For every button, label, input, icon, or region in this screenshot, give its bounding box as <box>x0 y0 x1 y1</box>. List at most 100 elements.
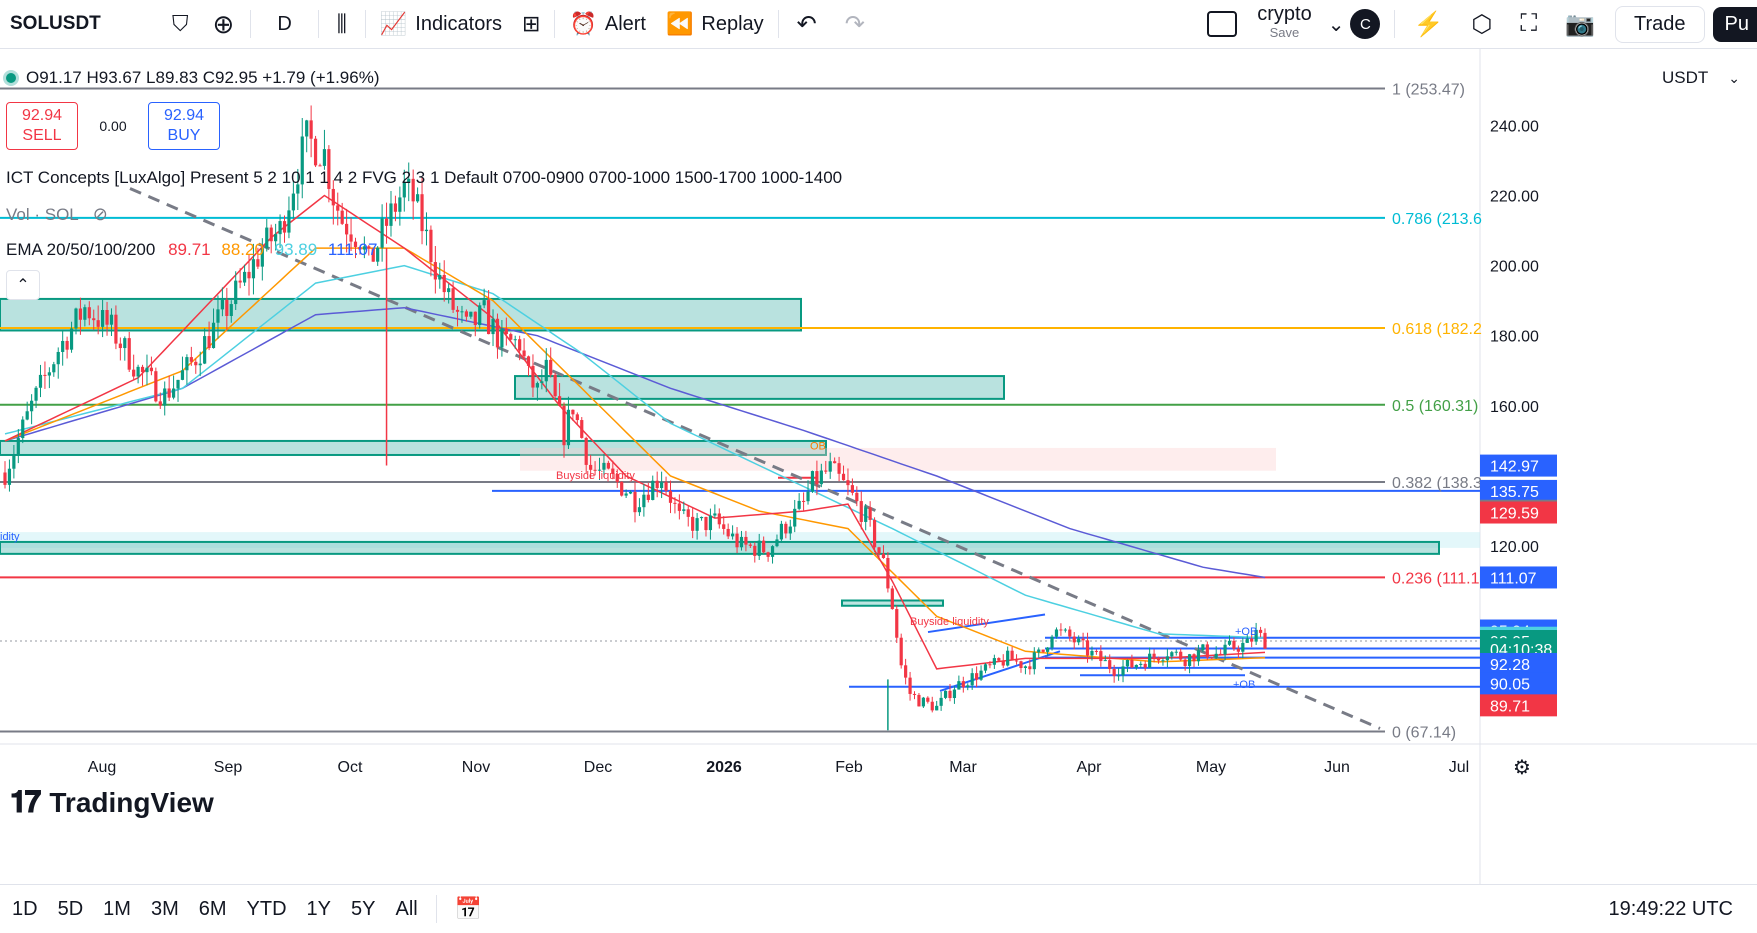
add-symbol-icon[interactable]: ⊕ <box>212 8 235 39</box>
candle <box>189 346 193 366</box>
ema-legend[interactable]: EMA 20/50/100/200 89.71 88.20 93.89 111.… <box>6 240 377 260</box>
axis-settings-icon[interactable]: ⚙ <box>1513 755 1531 779</box>
candle <box>677 494 681 520</box>
candle-body <box>961 681 965 688</box>
candle <box>660 471 664 499</box>
candle <box>1099 645 1103 667</box>
range-button-5y[interactable]: 5Y <box>351 897 376 920</box>
candle-body <box>291 193 295 211</box>
trade-button[interactable]: Trade <box>1615 5 1705 43</box>
candle <box>149 356 154 376</box>
candle-body <box>1174 651 1178 653</box>
sell-button[interactable]: 92.94 SELL <box>6 102 78 150</box>
fullscreen-icon[interactable]: ⛶ <box>1520 10 1538 37</box>
ema-title: EMA 20/50/100/200 <box>6 240 156 259</box>
range-button-1m[interactable]: 1M <box>103 897 131 920</box>
candle <box>975 666 979 688</box>
candle <box>1174 649 1178 656</box>
redo-icon[interactable]: ↷ <box>844 10 865 38</box>
publish-button[interactable]: Pu <box>1712 6 1757 42</box>
candle <box>216 295 220 339</box>
candle-body <box>526 356 531 366</box>
range-button-all[interactable]: All <box>395 897 418 920</box>
candle <box>384 202 389 244</box>
candle <box>957 675 961 690</box>
candle <box>345 208 349 253</box>
buy-button[interactable]: 92.94 BUY <box>148 102 220 150</box>
utc-clock[interactable]: 19:49:22 UTC <box>1608 898 1733 920</box>
interval-button[interactable]: D <box>277 12 292 35</box>
candle-body <box>1054 629 1059 637</box>
price-tag-label: 90.05 <box>1490 677 1530 694</box>
price-tag-bg <box>1480 501 1557 524</box>
candle-body <box>1134 664 1138 668</box>
candle-body <box>345 223 349 235</box>
collapse-legend-button[interactable]: ⌃ <box>6 270 40 300</box>
chevron-down-icon[interactable]: ⌄ <box>1327 13 1345 36</box>
ob-zone-1 <box>0 297 802 332</box>
market-status-icon <box>6 73 16 83</box>
volume-legend[interactable]: Vol · SOL ⊘ <box>6 204 108 225</box>
undo-icon[interactable]: ↶ <box>796 10 817 38</box>
candle-body <box>597 469 602 471</box>
quick-search-icon[interactable]: ⚡ <box>1413 10 1444 38</box>
candle-body <box>194 361 198 366</box>
candle <box>806 480 810 505</box>
candle <box>185 354 189 385</box>
candle-body <box>198 363 202 366</box>
candle <box>482 288 486 309</box>
candle <box>1156 656 1161 664</box>
candle <box>114 305 118 350</box>
indicators-button[interactable]: 📈 Indicators <box>370 4 512 44</box>
range-button-6m[interactable]: 6M <box>198 897 227 920</box>
calendar-icon[interactable]: 📅 <box>454 896 483 921</box>
layout-name-button[interactable]: crypto Save <box>1247 4 1321 44</box>
candle <box>1010 646 1014 661</box>
candle <box>824 460 828 474</box>
range-button-1y[interactable]: 1Y <box>306 897 332 920</box>
range-button-5d[interactable]: 5D <box>57 897 84 920</box>
candle-body <box>376 247 380 262</box>
candle <box>948 684 952 702</box>
range-button-ytd[interactable]: YTD <box>246 897 287 920</box>
camera-icon[interactable]: 📷 <box>1565 10 1596 38</box>
currency-selector[interactable]: USDT ⌄ <box>1662 68 1740 88</box>
candle <box>47 367 51 389</box>
candle-body <box>841 473 846 481</box>
indicator-legend[interactable]: ICT Concepts [LuxAlgo] Present 5 2 10 1 … <box>6 168 843 187</box>
candle <box>83 304 87 327</box>
avatar[interactable]: C <box>1350 9 1381 39</box>
price-chart[interactable]: 1 (253.47) 0.786 (213.6 0.618 (182.2 0.5 (1… <box>0 48 1757 884</box>
candle <box>424 212 429 246</box>
candle-body <box>101 310 105 327</box>
candle-body <box>1081 638 1085 641</box>
candle <box>850 478 854 496</box>
candle <box>628 490 633 495</box>
candle <box>1214 646 1218 659</box>
candle-body <box>105 310 109 325</box>
replay-button[interactable]: ⏪ Replay <box>656 4 774 44</box>
candle <box>983 663 988 674</box>
candle-body <box>438 274 442 280</box>
chart-type-icon[interactable]: ⫼ <box>336 11 347 36</box>
symbol-search[interactable]: SOLUSDT <box>10 13 101 34</box>
candle <box>633 482 637 523</box>
time-tick-label: 2026 <box>706 759 742 776</box>
candle-body <box>544 359 548 382</box>
candle-body <box>1023 666 1028 668</box>
candle-body <box>1125 659 1130 667</box>
eye-crossed-icon[interactable]: ⊘ <box>92 204 108 224</box>
range-button-1d[interactable]: 1D <box>12 897 38 920</box>
candle-body <box>433 262 437 280</box>
time-tick-label: Jul <box>1449 759 1469 776</box>
candle-body <box>478 305 482 326</box>
layout-icon[interactable] <box>1197 4 1247 44</box>
candle <box>282 215 287 243</box>
candle <box>553 372 557 398</box>
templates-icon[interactable]: ⊞ <box>522 11 541 36</box>
alert-button[interactable]: ⏰ Alert <box>559 4 656 44</box>
candle-body <box>975 673 979 680</box>
settings-icon[interactable]: ⬡ <box>1471 10 1493 38</box>
flag-icon[interactable]: ⛉ <box>172 11 189 36</box>
range-button-3m[interactable]: 3M <box>150 897 179 920</box>
